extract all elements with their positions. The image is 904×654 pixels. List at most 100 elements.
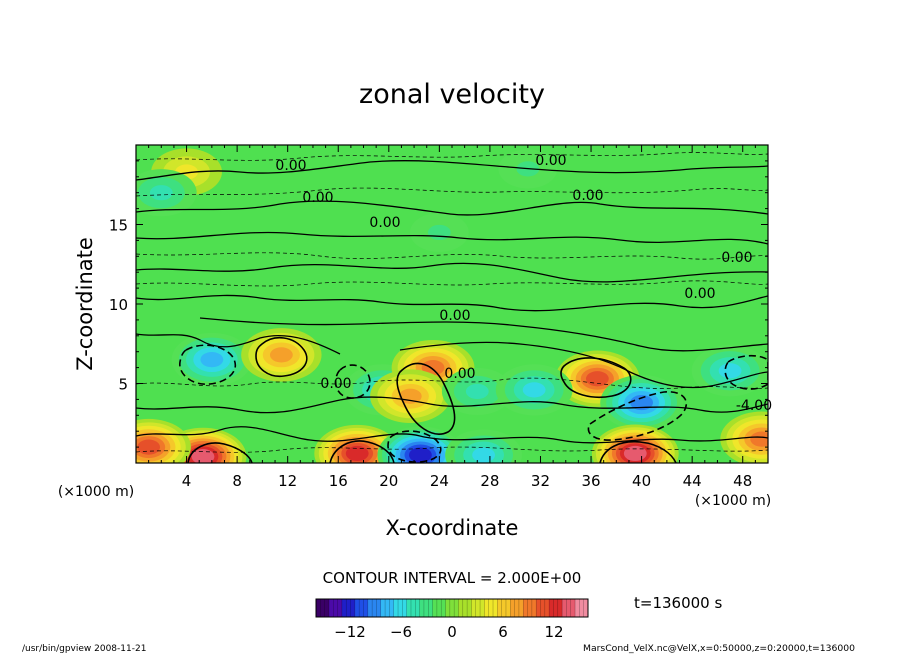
contour-line <box>136 446 768 453</box>
contour-line <box>399 341 768 389</box>
x-tick-label: 24 <box>430 472 449 490</box>
contour-line <box>136 252 768 260</box>
colorbar-cell <box>549 599 563 617</box>
x-tick-label: 4 <box>182 472 192 490</box>
contour-label: 0.00 <box>721 250 752 266</box>
field-cell <box>522 382 546 398</box>
contour-label: 0.00 <box>684 286 715 302</box>
time-label: t=136000 s <box>634 594 722 612</box>
contour-label: 0.00 <box>275 158 306 174</box>
colorbar-cell <box>575 599 589 617</box>
colorbar-cell <box>316 599 330 617</box>
field-cell <box>421 360 445 376</box>
colorbar-tick-label: 12 <box>544 623 563 641</box>
contour-line <box>387 430 442 463</box>
y-axis: 5 10 15 <box>109 144 768 464</box>
contour-label: 0.00 <box>444 366 475 382</box>
contour-line <box>136 187 768 197</box>
contour-line <box>396 362 456 435</box>
contour-line <box>334 364 371 399</box>
field-cell <box>200 352 224 368</box>
colorbar-cell <box>484 599 498 617</box>
contour-label: 0.00 <box>535 153 566 169</box>
x-axis-unit: (×1000 m) <box>695 493 771 509</box>
colorbar-frame <box>315 598 589 618</box>
x-tick-label: 36 <box>581 472 600 490</box>
field-cell <box>191 449 215 463</box>
colorbar-cell <box>432 599 447 617</box>
x-tick-label: 48 <box>733 472 752 490</box>
colorbar-cell <box>510 599 524 617</box>
footer-source: MarsCond_VelX.nc@VelX,x=0:50000,z=0:2000… <box>583 644 855 654</box>
field-cell <box>472 447 495 463</box>
contour-line <box>136 426 768 444</box>
colorbar-cell <box>354 599 369 617</box>
x-tick-label: 44 <box>683 472 702 490</box>
contour-line <box>329 440 395 463</box>
colorbar-cell <box>562 599 576 617</box>
field-cell <box>137 439 161 455</box>
field-cell <box>465 383 489 400</box>
x-tick-label: 32 <box>531 472 550 490</box>
y-axis-label: Z-coordinate <box>73 237 97 371</box>
contour-line <box>136 160 768 181</box>
contour-line <box>255 337 308 378</box>
contour-line <box>724 354 768 390</box>
colorbar <box>315 598 589 618</box>
colorbar-cell <box>380 599 395 617</box>
contour-label: 0.00 <box>439 308 470 324</box>
colorbar-tick-label: 6 <box>498 623 508 641</box>
contour-line <box>136 262 768 283</box>
colorbar-tick-label: 0 <box>447 623 457 641</box>
x-tick-label: 28 <box>480 472 499 490</box>
contour-label: 0.00 <box>320 376 351 392</box>
field-cell <box>623 445 647 462</box>
field-cell <box>409 447 432 463</box>
y-tick-label: 15 <box>109 217 128 235</box>
x-tick-label: 40 <box>632 472 651 490</box>
footer-program: /usr/bin/gpview 2008-11-21 <box>22 644 146 654</box>
chart-title: zonal velocity <box>359 79 545 110</box>
field-cell <box>269 347 293 363</box>
colorbar-cell <box>458 599 472 617</box>
plot-area: 0.00 0.00 0.00 0.00 0.00 0.00 0.00 0.00 0.00 0.00… <box>135 144 772 464</box>
contour-line <box>136 231 768 245</box>
contour-line <box>587 391 688 441</box>
field-cell <box>718 363 742 379</box>
contour-line <box>136 200 768 216</box>
contour-line <box>199 317 768 352</box>
contour-label: 0.00 <box>302 190 333 206</box>
contour-interval: CONTOUR INTERVAL = 2.000E+00 <box>323 569 582 587</box>
colorbar-cell <box>523 599 537 617</box>
contour-line <box>599 440 677 463</box>
colorbar-cell <box>497 599 511 617</box>
field-cell <box>345 445 369 462</box>
x-axis-label: X-coordinate <box>386 516 519 540</box>
x-axis: 4 8 12 16 20 24 28 32 36 40 44 48 <box>135 145 769 490</box>
colorbar-cell <box>536 599 550 617</box>
y-axis-unit: (×1000 m) <box>58 484 134 500</box>
field-cell <box>630 394 653 411</box>
contour-line <box>187 442 253 463</box>
contour-label: 0.00 <box>369 215 400 231</box>
contour-line <box>136 333 341 355</box>
colorbar-cell <box>406 599 421 617</box>
contour-label: -4.00 <box>736 398 772 414</box>
contour-line <box>179 344 237 385</box>
colorbar-tick-label: −12 <box>334 623 366 641</box>
colorbar-cell <box>419 599 434 617</box>
contour-label: 0.00 <box>572 188 603 204</box>
field-cell <box>427 224 451 241</box>
y-tick-label: 5 <box>118 376 128 394</box>
colorbar-cell <box>471 599 485 617</box>
contour-line <box>136 396 768 414</box>
colorbar-cell <box>393 599 408 617</box>
contour-line <box>560 357 632 398</box>
colorbar-tick-label: −6 <box>390 623 412 641</box>
field-cell <box>750 431 768 447</box>
colorbar-ticks: −12 −6 0 6 12 <box>334 623 563 641</box>
contour-labels: 0.00 0.00 0.00 0.00 0.00 0.00 0.00 0.00 0.00 0.00… <box>275 153 772 414</box>
contour-line <box>136 280 768 287</box>
colorbar-cell <box>328 599 343 617</box>
field-cell <box>149 185 173 201</box>
